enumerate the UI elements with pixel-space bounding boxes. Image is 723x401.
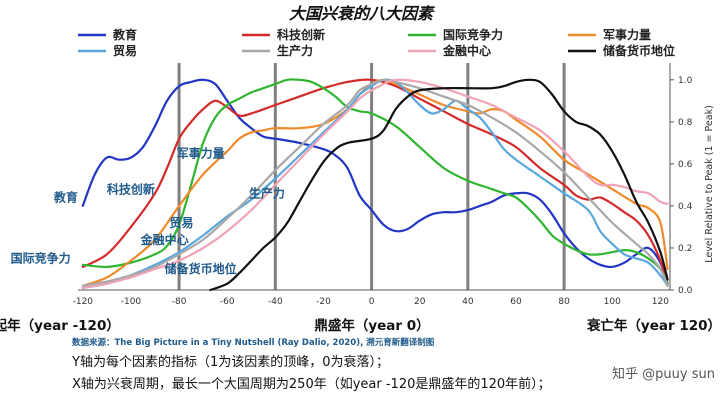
x-tick-label: -120 xyxy=(73,297,94,307)
legend-label-0: 教育 xyxy=(112,27,137,42)
annotation-label: 军事力量 xyxy=(177,146,225,161)
note-x-axis: X轴为兴衰周期，最长一个大国周期为250年（如year -120是鼎盛年的120… xyxy=(72,376,551,392)
y-tick-label: 0.2 xyxy=(678,244,692,254)
note-y-axis: Y轴为每个因素的指标（1为该因素的顶峰，0为衰落）； xyxy=(71,354,389,370)
source-note: 数据来源：The Big Picture in a Tiny Nutshell … xyxy=(72,337,434,348)
legend-label-2: 国际竞争力 xyxy=(443,27,503,42)
chart-title: 大国兴衰的八大因素 xyxy=(289,4,435,23)
x-tick-label: 120 xyxy=(652,297,669,307)
annotation-label: 贸易 xyxy=(169,215,193,230)
annotation-label: 生产力 xyxy=(249,186,285,201)
era-label-rise: 崛起年（year -120） xyxy=(0,317,120,334)
x-tick-label: -40 xyxy=(268,297,283,307)
x-tick-label: 40 xyxy=(462,297,474,307)
annotation-label: 储备货币地位 xyxy=(165,261,237,276)
series-line-2 xyxy=(81,78,669,285)
y-tick-label: 0.4 xyxy=(678,202,693,212)
series-line-4 xyxy=(81,78,669,289)
x-tick-label: -60 xyxy=(220,297,235,307)
y-tick-label: 1.0 xyxy=(678,76,693,86)
legend-label-7: 储备货币地位 xyxy=(603,43,675,58)
legend-label-6: 金融中心 xyxy=(442,43,491,58)
axes: -120 -100 -80 -60 -40 -20 0 20 40 60 80 100 120 0.0 0.… xyxy=(73,63,693,307)
x-tick-label: -20 xyxy=(316,297,331,307)
legend-label-1: 科技创新 xyxy=(277,27,325,42)
era-label-peak: 鼎盛年（year 0） xyxy=(314,317,429,334)
series-line-5 xyxy=(81,78,669,287)
x-tick-label: 80 xyxy=(558,297,570,307)
series-line-6 xyxy=(81,78,669,289)
x-tick-label: 100 xyxy=(604,297,621,307)
y-tick-label: 0.0 xyxy=(678,286,693,296)
period-dividers xyxy=(177,63,566,290)
y-axis-label: Level Relative to Peak (1 = Peak) xyxy=(704,105,715,263)
series-line-3 xyxy=(81,78,669,287)
legend-label-4: 贸易 xyxy=(113,43,137,58)
x-tick-label: 60 xyxy=(510,297,522,307)
series-line-7 xyxy=(209,78,669,292)
series-line-0 xyxy=(81,78,669,285)
legend-label-3: 军事力量 xyxy=(603,27,651,42)
annotation-label: 科技创新 xyxy=(107,181,155,196)
watermark: 知乎 @puuy sun xyxy=(612,366,715,382)
y-tick-label: 0.8 xyxy=(678,118,693,128)
annotation-label: 国际竞争力 xyxy=(11,251,71,266)
era-label-decline: 衰亡年（year 120） xyxy=(586,317,721,334)
x-tick-label: -100 xyxy=(121,297,142,307)
series-line-1 xyxy=(81,78,669,285)
x-tick-label: 0 xyxy=(369,297,375,307)
series-lines xyxy=(81,78,669,292)
x-tick-label: -80 xyxy=(172,297,187,307)
legend-label-5: 生产力 xyxy=(277,43,313,58)
x-tick-label: 20 xyxy=(414,297,426,307)
y-tick-label: 0.6 xyxy=(678,160,693,170)
annotation-label: 教育 xyxy=(53,190,78,205)
annotation-label: 金融中心 xyxy=(140,232,189,247)
